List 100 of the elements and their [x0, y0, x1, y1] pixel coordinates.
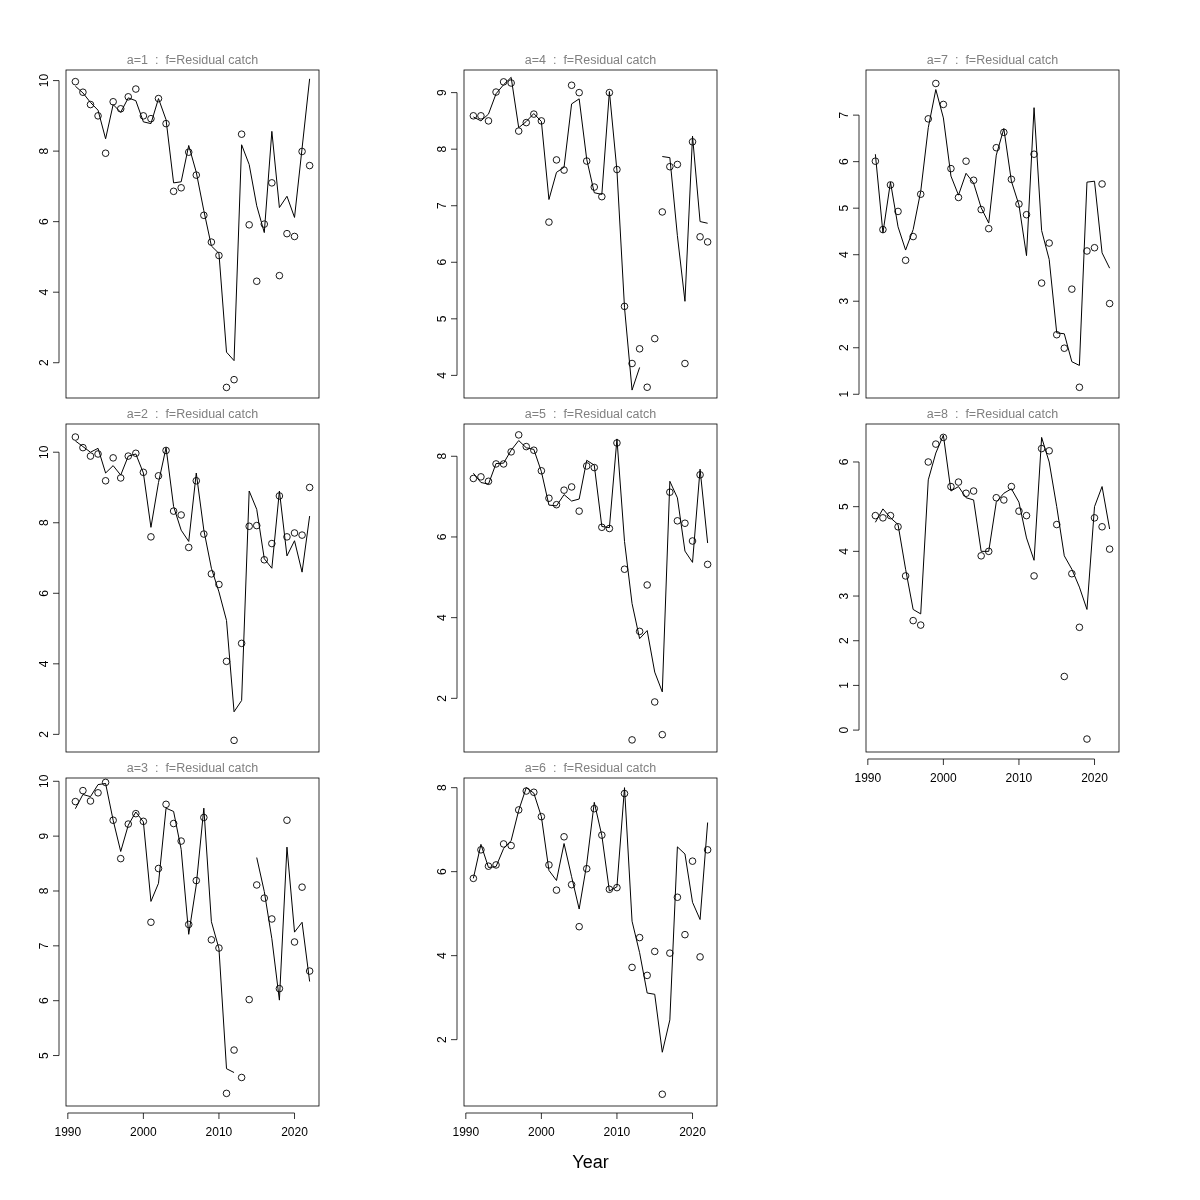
point: [954, 193, 963, 202]
point: [628, 963, 636, 972]
point: [992, 143, 1001, 152]
point: [590, 463, 599, 472]
point: [71, 797, 80, 806]
y-tick-label: 4: [37, 288, 51, 296]
point: [147, 114, 155, 123]
point: [1105, 545, 1114, 553]
point: [109, 454, 117, 462]
point: [909, 232, 917, 241]
point: [537, 812, 546, 821]
x-tick-label: 2000: [528, 1125, 556, 1139]
point: [1000, 496, 1008, 504]
y-tick-label: 3: [837, 297, 851, 305]
point: [469, 874, 478, 883]
y-tick-label: 2: [837, 344, 851, 352]
point: [484, 117, 493, 125]
x-tick-label: 1990: [452, 1125, 480, 1139]
point: [507, 79, 515, 87]
point: [184, 148, 193, 156]
point: [560, 486, 568, 494]
point: [1075, 623, 1084, 632]
y-tick-label: 1: [837, 681, 851, 689]
point: [260, 220, 269, 228]
y-tick-label: 1: [837, 390, 851, 398]
point: [643, 383, 651, 392]
point: [545, 861, 553, 869]
point: [643, 971, 651, 980]
point: [552, 886, 561, 894]
point: [530, 110, 538, 118]
point: [954, 478, 963, 486]
point: [469, 474, 478, 483]
point: [871, 157, 880, 165]
y-tick-label: 8: [435, 145, 449, 153]
point: [94, 112, 102, 120]
point: [666, 949, 674, 957]
y-tick-label: 9: [37, 832, 51, 840]
point: [916, 190, 925, 198]
point: [252, 881, 261, 889]
point: [290, 529, 299, 537]
point: [1030, 150, 1038, 158]
point: [1068, 569, 1076, 578]
y-tick-label: 6: [37, 218, 51, 225]
point: [977, 552, 985, 560]
point: [230, 375, 238, 384]
point: [1045, 239, 1053, 247]
point: [222, 383, 231, 392]
point: [688, 857, 697, 865]
point: [477, 473, 485, 481]
point: [703, 846, 712, 854]
point: [514, 127, 523, 135]
point: [507, 841, 515, 850]
x-tick-label: 2010: [1005, 771, 1033, 785]
point: [162, 800, 170, 809]
point: [268, 539, 276, 548]
point: [252, 277, 261, 286]
point: [582, 864, 591, 873]
point: [469, 112, 478, 120]
point: [575, 88, 583, 97]
point: [101, 149, 110, 157]
y-tick-label: 5: [435, 315, 449, 323]
point: [477, 112, 485, 120]
x-tick-label: 2010: [603, 1125, 631, 1139]
point: [245, 221, 253, 229]
y-tick-label: 6: [435, 258, 449, 266]
point: [132, 85, 140, 93]
point: [605, 524, 614, 533]
point: [230, 736, 238, 745]
point: [169, 507, 178, 515]
y-tick-label: 4: [37, 660, 51, 668]
y-tick-label: 6: [837, 458, 851, 466]
point: [901, 572, 910, 580]
point: [567, 81, 576, 90]
point: [650, 334, 659, 343]
point: [109, 816, 117, 824]
point: [969, 176, 978, 185]
y-tick-label: 8: [435, 452, 449, 460]
point: [1007, 482, 1016, 491]
point: [1052, 330, 1061, 339]
point: [484, 862, 493, 870]
point: [894, 207, 902, 216]
point: [222, 657, 231, 666]
y-tick-label: 10: [37, 73, 51, 88]
point: [688, 138, 697, 146]
point: [984, 224, 993, 233]
point: [1037, 279, 1046, 287]
point: [681, 930, 689, 939]
point: [666, 162, 674, 171]
point: [499, 78, 508, 86]
point: [703, 560, 712, 569]
point: [575, 507, 583, 515]
point: [567, 880, 576, 889]
point: [992, 493, 1001, 502]
point: [499, 460, 508, 468]
point: [696, 471, 704, 479]
chart-title: a=3 : f=Residual catch: [126, 761, 259, 775]
point: [1015, 200, 1023, 208]
point: [298, 531, 306, 539]
point: [673, 517, 682, 525]
point: [192, 477, 201, 485]
